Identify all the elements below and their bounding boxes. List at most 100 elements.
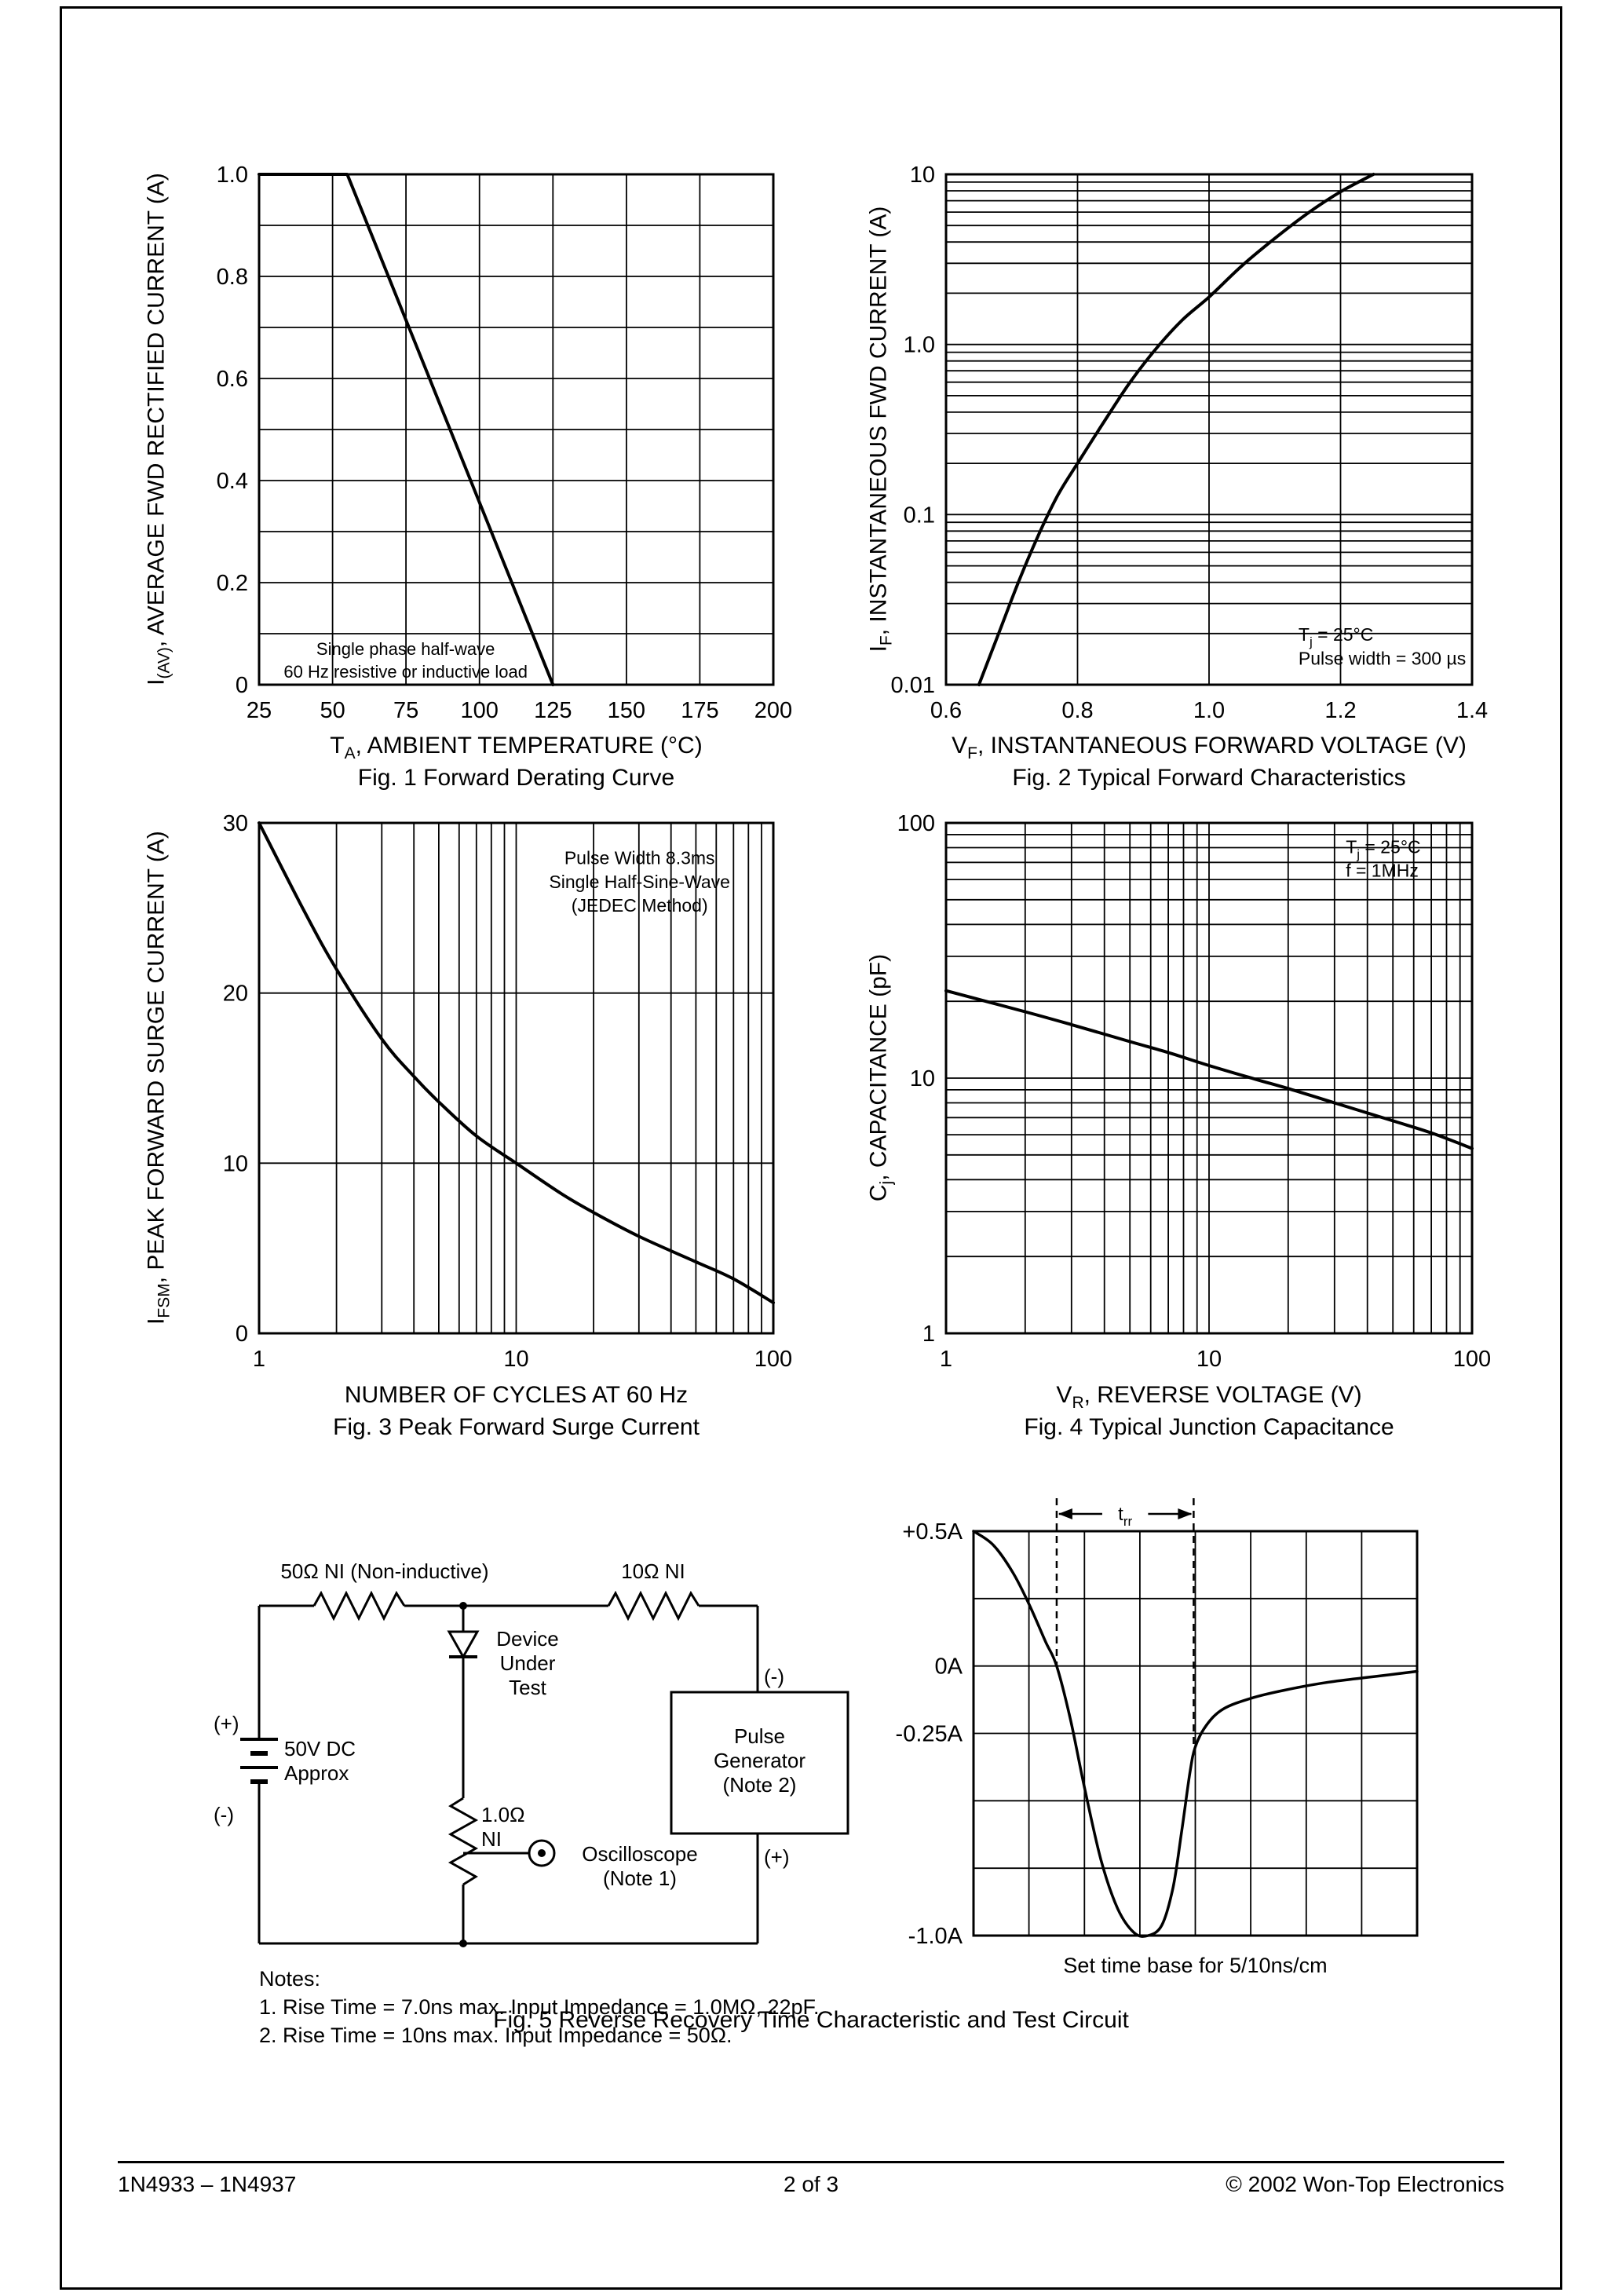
wave-tick-labels: +0.5A 0A -0.25A -1.0A [896, 1519, 963, 1949]
fig1-y-tick-label: 1.0 [217, 163, 248, 188]
device-under-test-label: Device Under Test [496, 1627, 559, 1699]
circuit-wires [258, 1604, 759, 1945]
fig1-caption: Fig. 1 Forward Derating Curve [357, 765, 675, 791]
fig2-y-axis-title: IF, INSTANTANEOUS FWD CURRENT (A) [865, 206, 896, 653]
fig2-annotation: Pulse width = 300 µs [1299, 648, 1466, 668]
fig3-curve [258, 821, 775, 1304]
fig5-waveform-plot: +0.5A 0A -0.25A -1.0A trr [896, 1498, 1419, 1949]
time-base-caption: Set time base for 5/10ns/cm [1063, 1954, 1328, 1977]
fig1-y-tick-label: 0.4 [217, 469, 248, 494]
pulse-generator-minus-label: (-) [764, 1665, 784, 1688]
fig3-plot-border [258, 821, 775, 1335]
fig4-y-tick-label: 1 [922, 1322, 935, 1347]
fig4-gridlines [945, 822, 1473, 1334]
fig1-plot: 25 50 75 100 125 150 175 200 0 0.2 0.4 0.6 0.8 1.0 Sin… [217, 163, 793, 723]
wave-curve [972, 1530, 1419, 1938]
fig2-x-tick-label: 0.6 [930, 698, 962, 723]
notes-block: Notes: 1. Rise Time = 7.0ns max. Input I… [259, 1965, 820, 2049]
battery-symbol [240, 1738, 278, 1784]
trr-marker: trr [1055, 1498, 1195, 1747]
fig3-y-tick-label: 0 [236, 1322, 248, 1347]
fig2-y-tick-label: 0.01 [891, 673, 935, 698]
fig3-annotation: Pulse Width 8.3ms [564, 847, 715, 868]
fig4-annotation: Tj = 25°C [1346, 836, 1420, 861]
fig4-plot-border [944, 821, 1474, 1335]
fig2-x-tick-label: 1.4 [1456, 698, 1488, 723]
fig1-tick-labels: 25 50 75 100 125 150 175 200 0 0.2 0.4 0.6 0.8 1.0 [217, 163, 793, 723]
fig1-x-tick-label: 150 [608, 698, 645, 723]
pulse-generator-box [670, 1691, 849, 1835]
diode-symbol [447, 1630, 480, 1660]
fig3-y-tick-label: 30 [223, 811, 248, 836]
oscilloscope-symbol [528, 1839, 556, 1867]
fig2-tick-labels: 0.6 0.8 1.0 1.2 1.4 10 1.0 0.1 0.01 [891, 163, 1489, 723]
fig4-x-tick-label: 100 [1453, 1347, 1491, 1372]
footer-copyright: © 2002 Won-Top Electronics [1226, 2172, 1504, 2196]
fig1-x-tick-label: 50 [320, 698, 345, 723]
fig4-y-tick-label: 10 [910, 1066, 935, 1091]
fig4-y-tick-label: 100 [897, 811, 935, 836]
fig3-x-tick-label: 10 [503, 1347, 528, 1372]
fig2-y-tick-label: 10 [910, 163, 935, 188]
fig2-annotation: Tj = 25°C [1299, 624, 1373, 649]
fig3-annotation: (JEDEC Method) [572, 895, 708, 916]
fig2-y-tick-label: 0.1 [904, 503, 935, 528]
fig1-x-axis-title: TA, AMBIENT TEMPERATURE (°C) [330, 733, 703, 762]
fig1-x-tick-label: 200 [754, 698, 792, 723]
resistor-10ohm-label: 10Ω NI [621, 1559, 685, 1583]
fig2-gridlines [945, 174, 1473, 686]
resistor-10ohm-symbol [607, 1590, 700, 1621]
battery-plus-label: (+) [214, 1712, 239, 1735]
fig2-curve [977, 173, 1375, 686]
resistor-1ohm-label: 1.0Ω NI [481, 1803, 525, 1851]
notes-title: Notes: [259, 1967, 321, 1991]
fig1-y-tick-label: 0.6 [217, 367, 248, 392]
fig4-plot: 1 10 100 100 10 1 Tj = 25°Cf = 1MHz [897, 811, 1492, 1372]
resistor-50ohm-label: 50Ω NI (Non-inductive) [280, 1559, 489, 1583]
fig1-gridlines [258, 174, 774, 686]
note-2: 2. Rise Time = 10ns max. Input Impedance… [259, 2024, 732, 2047]
fig3-x-tick-label: 1 [253, 1347, 265, 1372]
fig2-x-axis-title: VF, INSTANTANEOUS FORWARD VOLTAGE (V) [952, 733, 1467, 762]
pulse-generator-plus-label: (+) [764, 1845, 790, 1869]
fig3-caption: Fig. 3 Peak Forward Surge Current [333, 1414, 700, 1440]
fig1-curve [258, 173, 555, 686]
fig4-y-axis-title: Cj, CAPACITANCE (pF) [865, 953, 896, 1202]
footer-page-number: 2 of 3 [783, 2172, 839, 2196]
wave-y-tick-label: +0.5A [902, 1519, 963, 1545]
footer-part-number: 1N4933 – 1N4937 [118, 2172, 297, 2196]
fig1-annotation: Single phase half-wave [316, 639, 495, 659]
fig1-plot-border [258, 173, 775, 686]
fig1-y-tick-label: 0.2 [217, 571, 248, 596]
junction-dot [459, 1940, 467, 1947]
fig4-curve [944, 989, 1474, 1150]
fig4-annotation: f = 1MHz [1346, 861, 1419, 881]
fig1-y-axis-title: I(AV), AVERAGE FWD RECTIFIED CURRENT (A) [143, 173, 174, 686]
resistor-50ohm-symbol [312, 1590, 406, 1621]
fig3-y-tick-label: 10 [223, 1151, 248, 1176]
fig3-annotation: Single Half-Sine-Wave [549, 872, 730, 892]
wave-gridlines [973, 1530, 1418, 1936]
pulse-generator-label: Pulse Generator (Note 2) [713, 1724, 806, 1797]
fig2-plot-border [944, 173, 1474, 686]
fig3-x-tick-label: 100 [754, 1347, 792, 1372]
fig1-y-tick-label: 0 [236, 673, 248, 698]
wave-y-tick-label: -0.25A [896, 1722, 963, 1747]
fig2-x-tick-label: 0.8 [1061, 698, 1093, 723]
fig3-plot: 1 10 100 0 10 20 30 Pulse Width 8.3ms Single Hal… [223, 811, 792, 1372]
fig4-x-tick-label: 10 [1196, 1347, 1222, 1372]
note-1: 1. Rise Time = 7.0ns max. Input Impedanc… [259, 1995, 820, 2019]
battery-voltage-label: 50V DC Approx [284, 1737, 356, 1785]
fig4-x-tick-label: 1 [940, 1347, 952, 1372]
fig1-x-tick-label: 125 [534, 698, 572, 723]
resistor-1ohm-symbol [448, 1797, 479, 1886]
fig1-y-tick-label: 0.8 [217, 265, 248, 290]
fig5-caption: Fig. 5 Reverse Recovery Time Characteris… [493, 2007, 1129, 2033]
fig3-y-axis-title: IFSM, PEAK FORWARD SURGE CURRENT (A) [143, 831, 174, 1325]
fig1-x-tick-label: 75 [393, 698, 418, 723]
oscilloscope-label: Oscilloscope (Note 1) [582, 1842, 698, 1890]
junction-dot [459, 1602, 467, 1610]
page-border [60, 6, 1562, 2290]
fig4-x-axis-title: VR, REVERSE VOLTAGE (V) [1056, 1382, 1362, 1412]
fig2-y-tick-label: 1.0 [904, 333, 935, 358]
